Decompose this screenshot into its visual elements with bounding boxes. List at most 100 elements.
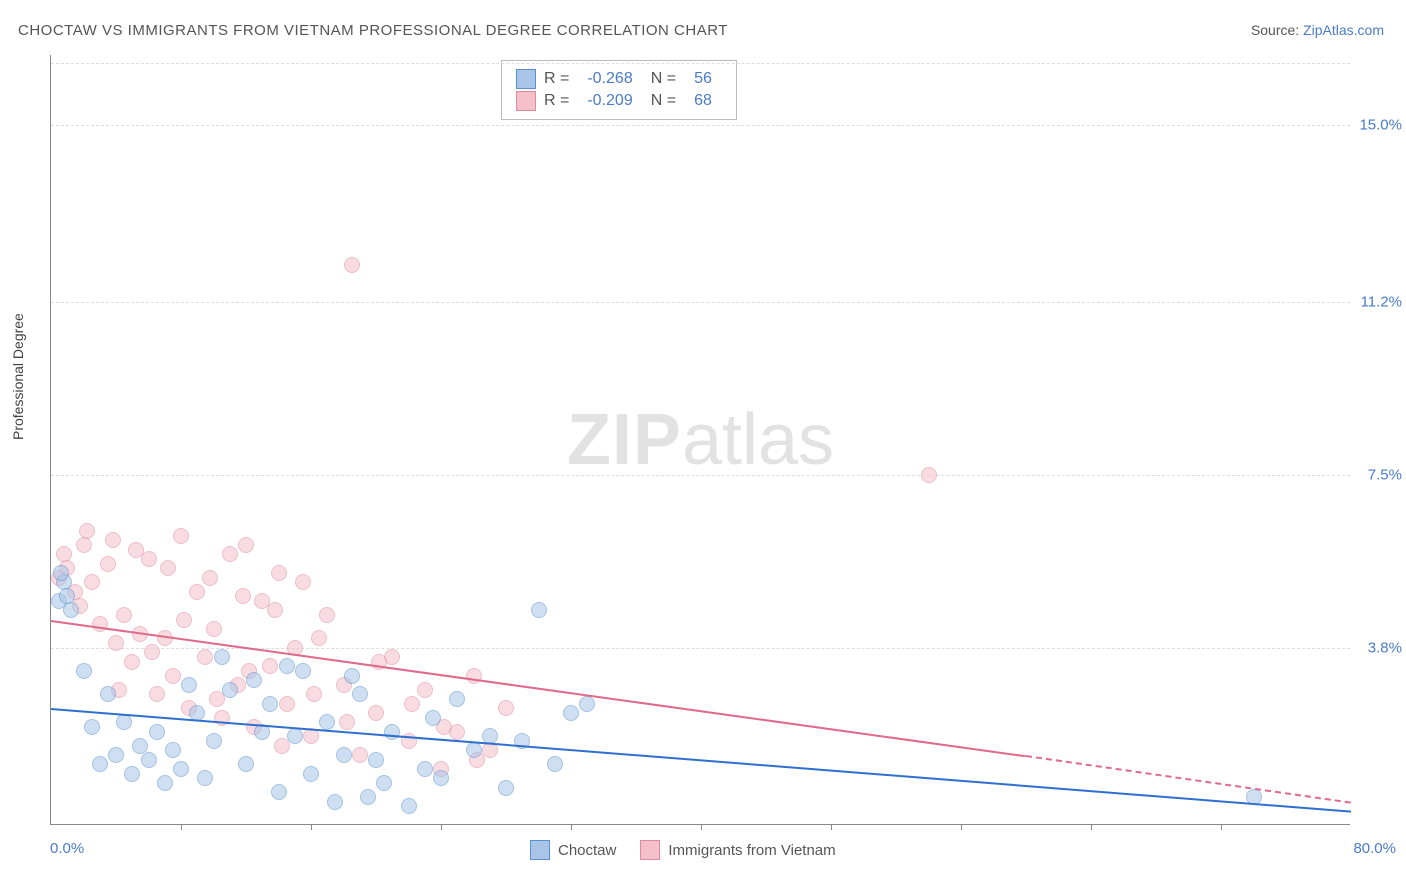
data-point (279, 658, 295, 674)
data-point (141, 551, 157, 567)
data-point (124, 654, 140, 670)
data-point (344, 257, 360, 273)
data-point (311, 630, 327, 646)
data-point (206, 621, 222, 637)
y-tick-label: 15.0% (1359, 117, 1402, 134)
data-point (141, 752, 157, 768)
legend-row: R =-0.209N =68 (516, 91, 722, 111)
watermark-rest: atlas (682, 400, 834, 480)
data-point (921, 467, 937, 483)
series-legend: ChoctawImmigrants from Vietnam (530, 840, 836, 860)
data-point (498, 780, 514, 796)
series-legend-label: Choctaw (558, 842, 616, 859)
data-point (116, 714, 132, 730)
data-point (144, 644, 160, 660)
data-point (287, 728, 303, 744)
data-point (417, 682, 433, 698)
legend-n-label: N = (651, 70, 676, 88)
legend-r-value: -0.268 (587, 70, 632, 88)
data-point (376, 775, 392, 791)
x-axis-max-label: 80.0% (1353, 840, 1396, 857)
data-point (165, 742, 181, 758)
data-point (108, 747, 124, 763)
data-point (76, 537, 92, 553)
data-point (360, 789, 376, 805)
data-point (202, 570, 218, 586)
data-point (100, 556, 116, 572)
data-point (63, 602, 79, 618)
source-attribution: Source: ZipAtlas.com (1251, 22, 1384, 38)
data-point (271, 784, 287, 800)
data-point (327, 794, 343, 810)
legend-r-value: -0.209 (587, 92, 632, 110)
legend-row: R = -0.268 N = 56 (516, 69, 722, 89)
legend-r-label: R = (544, 92, 569, 110)
data-point (160, 560, 176, 576)
data-point (100, 686, 116, 702)
source-label: Source: (1251, 22, 1303, 38)
x-tick (181, 824, 182, 830)
watermark: ZIPatlas (567, 399, 834, 481)
data-point (124, 766, 140, 782)
data-point (128, 542, 144, 558)
legend-r-label: R = (544, 70, 569, 88)
data-point (246, 672, 262, 688)
data-point (79, 523, 95, 539)
data-point (181, 677, 197, 693)
data-point (498, 700, 514, 716)
data-point (368, 705, 384, 721)
data-point (157, 775, 173, 791)
data-point (339, 714, 355, 730)
watermark-bold: ZIP (567, 400, 682, 480)
data-point (466, 742, 482, 758)
data-point (222, 682, 238, 698)
data-point (295, 574, 311, 590)
data-point (235, 588, 251, 604)
legend-n-value: 56 (694, 70, 712, 88)
data-point (401, 798, 417, 814)
y-tick-label: 7.5% (1368, 467, 1402, 484)
data-point (214, 649, 230, 665)
data-point (176, 612, 192, 628)
data-point (84, 574, 100, 590)
data-point (295, 663, 311, 679)
data-point (173, 761, 189, 777)
data-point (238, 756, 254, 772)
data-point (531, 602, 547, 618)
data-point (352, 747, 368, 763)
data-point (189, 584, 205, 600)
data-point (197, 770, 213, 786)
x-tick (701, 824, 702, 830)
legend-swatch-icon (516, 69, 536, 89)
data-point (238, 537, 254, 553)
x-tick (961, 824, 962, 830)
data-point (84, 719, 100, 735)
gridline (51, 63, 1350, 64)
data-point (222, 546, 238, 562)
data-point (417, 761, 433, 777)
trend-line (1026, 755, 1351, 804)
y-tick-label: 11.2% (1361, 294, 1402, 311)
y-tick-label: 3.8% (1368, 639, 1402, 656)
data-point (262, 696, 278, 712)
data-point (262, 658, 278, 674)
source-value: ZipAtlas.com (1303, 22, 1384, 38)
data-point (53, 565, 69, 581)
data-point (319, 607, 335, 623)
data-point (563, 705, 579, 721)
x-tick (1091, 824, 1092, 830)
data-point (344, 668, 360, 684)
x-tick (831, 824, 832, 830)
data-point (579, 696, 595, 712)
data-point (306, 686, 322, 702)
trend-line (51, 620, 1026, 757)
data-point (319, 714, 335, 730)
gridline (51, 125, 1350, 126)
legend-swatch-icon (516, 91, 536, 111)
legend-swatch-icon (530, 840, 550, 860)
scatter-plot-area: ZIPatlas R =-0.268N =56R =-0.209N =68 3.… (50, 55, 1350, 825)
gridline (51, 302, 1350, 303)
data-point (92, 756, 108, 772)
chart-title: CHOCTAW VS IMMIGRANTS FROM VIETNAM PROFE… (18, 22, 728, 39)
correlation-legend: R =-0.268N =56R =-0.209N =68 (501, 60, 737, 120)
